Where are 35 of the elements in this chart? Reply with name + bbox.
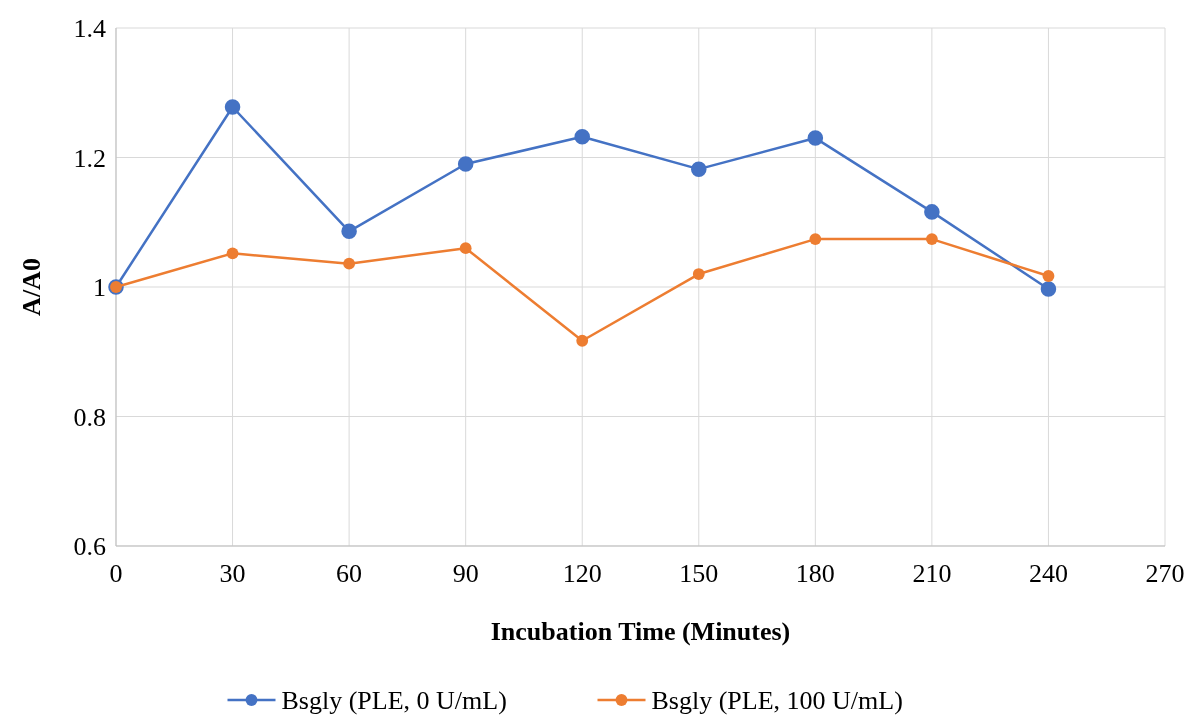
x-tick-label: 0 [109, 559, 123, 588]
point [574, 129, 590, 145]
x-tick-label: 240 [1028, 559, 1068, 588]
point [692, 268, 705, 280]
x-tick-label: 30 [219, 559, 246, 588]
point [925, 233, 938, 245]
point [809, 233, 822, 245]
point [459, 242, 472, 255]
point [691, 161, 707, 177]
y-tick-label: 0.6 [73, 532, 106, 561]
y-tick-label: 0.8 [73, 402, 106, 432]
point [807, 130, 824, 146]
y-tick-label: 1.2 [73, 143, 106, 173]
y-tick-label: 1 [93, 273, 106, 302]
x-axis-title: Incubation Time (Minutes) [490, 617, 791, 646]
x-tick-label: 270 [1145, 559, 1185, 588]
y-axis-title: A/A0 [17, 258, 46, 316]
x-tick-label: 180 [795, 559, 835, 588]
x-tick-label: 90 [452, 559, 479, 588]
x-tick-label: 210 [912, 559, 952, 588]
point [343, 257, 356, 270]
point [226, 247, 239, 260]
x-tick-label: 120 [562, 559, 602, 588]
point [1042, 270, 1055, 282]
point [1040, 281, 1057, 297]
point [457, 156, 474, 172]
point [576, 334, 589, 347]
point [341, 223, 357, 240]
x-tick-label: 60 [336, 559, 363, 588]
x-tick-label: 150 [679, 559, 719, 588]
point [224, 99, 241, 115]
legend-label: Bsgly (PLE, 100 U/mL) [651, 686, 903, 715]
legend-label: Bsgly (PLE, 0 U/mL) [281, 686, 507, 715]
y-tick-label: 1.4 [73, 14, 106, 43]
point [924, 204, 940, 220]
